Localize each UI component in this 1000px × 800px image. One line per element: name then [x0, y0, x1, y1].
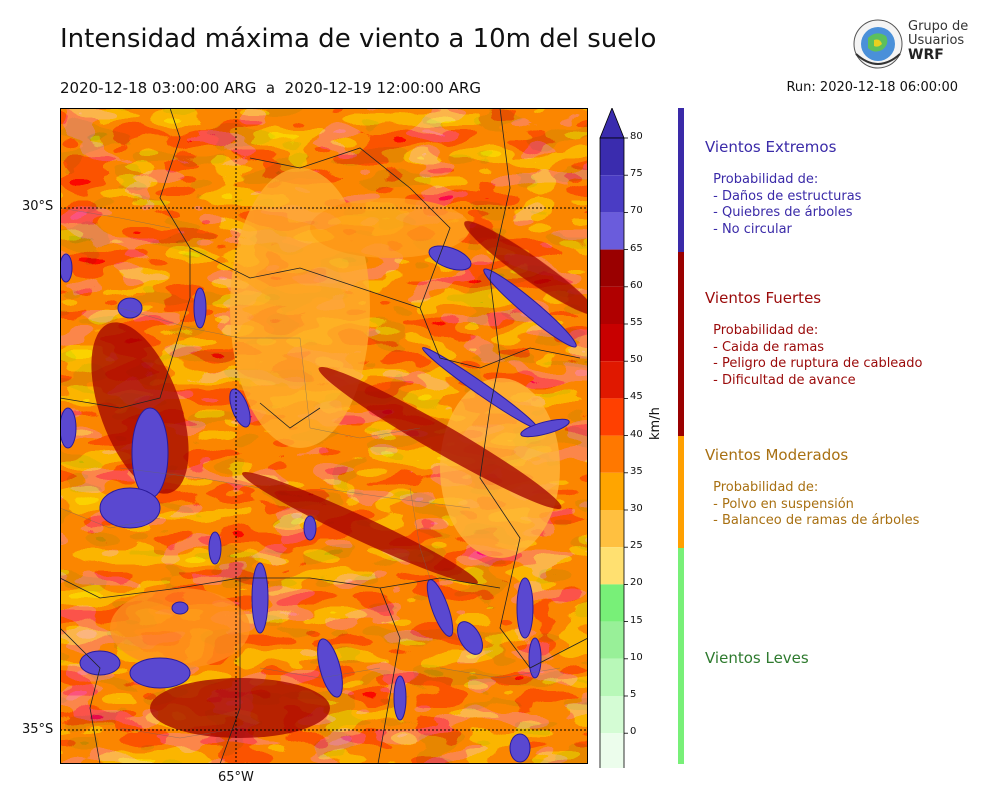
colorbar-tick-label: 60 — [630, 279, 643, 291]
lon-label-65w: 65°W — [218, 770, 254, 785]
colorbar-bin — [600, 435, 624, 473]
light-bar — [678, 548, 684, 764]
category-moderate: Vientos Moderados — [705, 446, 849, 464]
colorbar-tick-label: 70 — [630, 205, 643, 217]
colorbar-bin — [600, 733, 624, 768]
colorbar-bin — [600, 286, 624, 324]
colorbar-bin — [600, 621, 624, 659]
colorbar-tick-label: 20 — [630, 577, 643, 589]
colorbar-tick-label: 80 — [630, 131, 643, 142]
logo-text: Grupo de Usuarios WRF — [908, 20, 968, 63]
logo-line-2: Usuarios — [908, 33, 965, 48]
graticule — [60, 108, 588, 764]
colorbar-tick-label: 50 — [630, 354, 643, 366]
colorbar-tick-label: 0 — [630, 726, 637, 738]
colorbar-outline — [599, 137, 625, 768]
extreme-wind-areas — [60, 245, 577, 763]
department-borders — [60, 207, 561, 739]
colorbar-bin — [600, 249, 624, 287]
colorbar-bin — [600, 696, 624, 734]
extreme-bar — [678, 108, 684, 252]
colorbar — [599, 108, 628, 768]
colorbar-tick-label: 40 — [630, 428, 643, 440]
lat-label-30s: 30°S — [22, 199, 54, 214]
category-moderate-desc: Probabilidad de: - Polvo en suspensión -… — [713, 480, 920, 528]
colorbar-extend-top — [599, 108, 625, 139]
province-borders — [60, 108, 588, 764]
colorbar-bin — [600, 324, 624, 362]
colorbar-tick-label: 65 — [630, 242, 643, 254]
map-frame — [60, 108, 588, 764]
colorbar-bin — [600, 510, 624, 548]
colorbar-tick-label: 30 — [630, 503, 643, 514]
category-extreme: Vientos Extremos — [705, 138, 837, 156]
wind-map — [60, 108, 588, 764]
colorbar-bin — [600, 547, 624, 585]
colorbar-bin — [600, 472, 624, 510]
logo-line-1: Grupo de — [908, 19, 969, 34]
colorbar-tick-label: 45 — [630, 391, 643, 403]
colorbar-bin — [600, 398, 624, 436]
category-light: Vientos Leves — [705, 649, 809, 667]
colorbar-bin — [600, 212, 624, 250]
colorbar-bin — [600, 584, 624, 622]
colorbar-tick-label: 75 — [630, 168, 643, 180]
colorbar-bin — [600, 138, 624, 176]
strong-bar — [678, 252, 684, 436]
category-strong: Vientos Fuertes — [705, 289, 822, 307]
forecast-period: 2020-12-18 03:00:00 ARG a 2020-12-19 12:… — [60, 79, 482, 97]
colorbar-tick-label: 25 — [630, 540, 643, 552]
colorbar-tick-label: 35 — [630, 465, 643, 477]
colorbar-bin — [600, 175, 624, 213]
colorbar-bin — [600, 658, 624, 696]
colorbar-tick-label: 5 — [630, 689, 637, 700]
strong-wind-areas — [91, 221, 588, 738]
logo-line-3: WRF — [908, 47, 944, 63]
colorbar-unit: km/h — [648, 407, 663, 440]
category-strong-desc: Probabilidad de: - Caida de ramas - Peli… — [713, 323, 923, 388]
map-title: Intensidad máxima de viento a 10m del su… — [60, 24, 657, 54]
colorbar-tick-label: 15 — [630, 614, 643, 626]
run-time: Run: 2020-12-18 06:00:00 — [786, 80, 958, 95]
lat-label-35s: 35°S — [22, 722, 54, 737]
category-extreme-desc: Probabilidad de: - Daños de estructuras … — [713, 172, 862, 237]
grupo-wrf-logo — [853, 19, 903, 69]
moderate-bar — [678, 436, 684, 548]
colorbar-tick-label: 55 — [630, 317, 643, 328]
colorbar-bin — [600, 361, 624, 399]
colorbar-tick-label: 10 — [630, 651, 643, 663]
